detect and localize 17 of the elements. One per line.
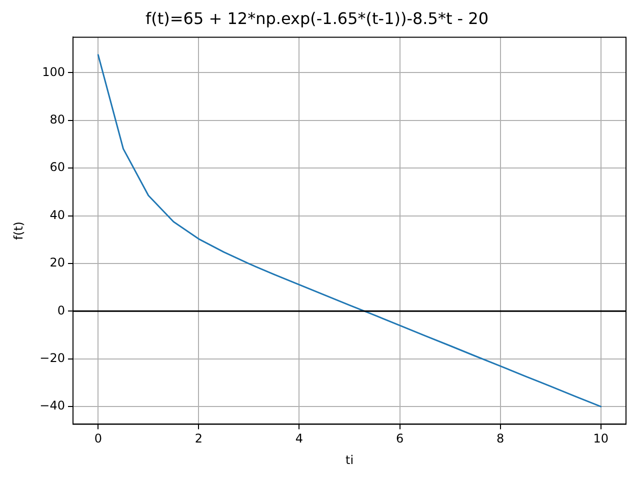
x-axis-title: ti	[345, 452, 354, 467]
y-tick-label: 80	[50, 112, 65, 127]
y-tick-label: −40	[40, 398, 65, 413]
chart-title: f(t)=65 + 12*np.exp(-1.65*(t-1))-8.5*t - 20	[145, 8, 489, 28]
x-tick-label: 6	[396, 432, 404, 446]
y-tick-label: 0	[57, 303, 65, 318]
y-tick-label: 40	[50, 208, 65, 222]
y-tick-label: 60	[50, 160, 65, 174]
x-tick-label: 0	[94, 432, 102, 446]
x-tick-label: 2	[194, 432, 202, 446]
x-tick-label: 10	[593, 432, 609, 446]
y-tick-label: 100	[42, 64, 65, 79]
y-tick-label: −20	[40, 350, 65, 365]
x-tick-label: 8	[496, 432, 504, 446]
y-tick-label: 20	[50, 256, 65, 270]
x-tick-label: 4	[295, 432, 304, 446]
y-axis-title: f(t)	[11, 222, 26, 240]
